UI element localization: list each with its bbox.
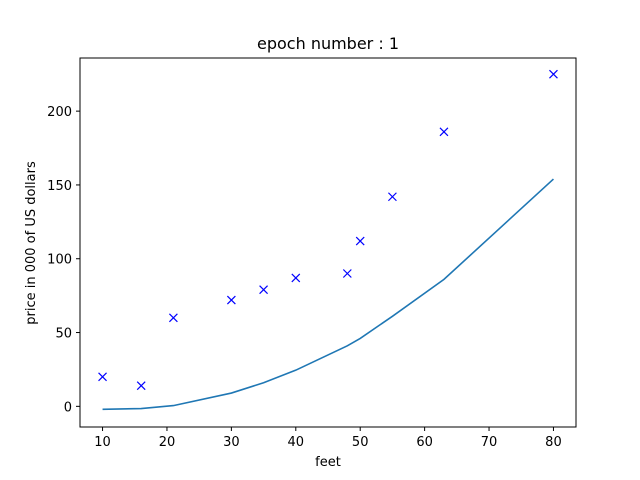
x-tick-label: 60: [416, 435, 433, 450]
y-axis-label: price in 000 of US dollars: [24, 161, 39, 325]
y-tick-label: 100: [47, 253, 72, 268]
x-tick-label: 20: [159, 435, 176, 450]
x-axis-ticks: 10 20 30 40 50 60 70 80: [94, 427, 562, 450]
x-tick-label: 10: [94, 435, 111, 450]
y-tick-label: 200: [47, 105, 72, 120]
data-point: [387, 192, 397, 202]
data-point: [98, 372, 107, 382]
x-axis-label: feet: [315, 455, 341, 470]
data-point: [226, 295, 236, 305]
x-tick-label: 40: [288, 435, 305, 450]
y-tick-label: 150: [47, 179, 72, 194]
x-tick-label: 30: [223, 435, 240, 450]
axes-frame: [79, 57, 577, 428]
y-tick-label: 0: [64, 400, 72, 415]
data-point: [136, 381, 146, 391]
plot-area: [98, 69, 558, 411]
x-tick-label: 70: [481, 435, 498, 450]
data-point: [259, 285, 269, 295]
data-point: [342, 269, 352, 278]
fit-line: [102, 178, 554, 411]
chart-title: epoch number : 1: [257, 34, 399, 53]
x-tick-label: 50: [352, 435, 369, 450]
data-point: [549, 69, 558, 79]
y-axis-ticks: 0 50 100 150 200: [47, 105, 80, 415]
data-point: [291, 273, 301, 283]
data-point: [439, 127, 449, 137]
x-tick-label: 80: [545, 435, 562, 450]
data-point: [355, 236, 365, 246]
data-point: [168, 313, 178, 323]
y-tick-label: 50: [55, 327, 72, 342]
